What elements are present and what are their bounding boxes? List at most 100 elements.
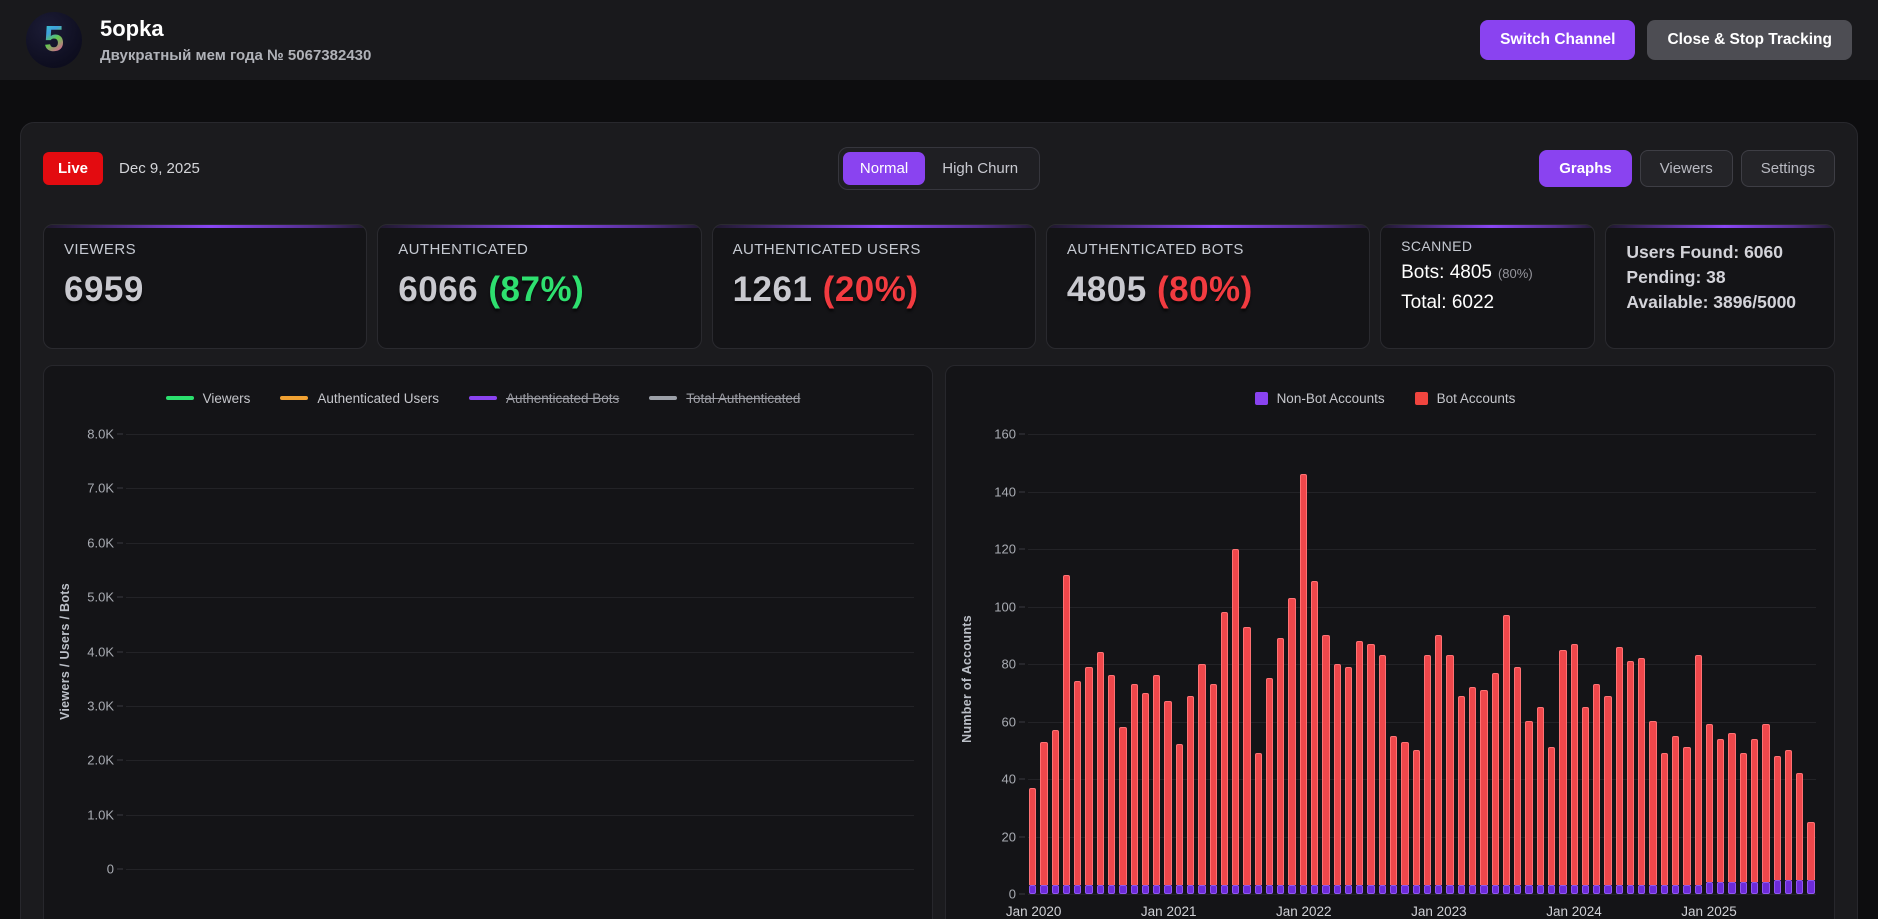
y-tick-label: 20 [1001,829,1016,844]
viewers-plot-wrap: 8.0K 7.0K 6.0K 5.0K 4.0K 3.0K 2.0K 1.0K 0 [78,427,914,877]
stat-card-label: AUTHENTICATED USERS [732,241,921,258]
x-tick-label: Jan 2024 [1546,904,1602,919]
tab-viewers[interactable]: Viewers [1639,150,1733,187]
account-age-bar [1525,721,1533,894]
bot-accounts-segment [1288,597,1296,886]
bot-accounts-segment [1705,724,1714,883]
nonbot-accounts-segment [1344,885,1353,894]
bot-accounts-segment [1074,681,1082,886]
stat-value-number: 6066 [398,270,479,309]
x-tick-label: Jan 2025 [1681,904,1737,919]
bot-accounts-segment [1762,724,1770,883]
channel-subtitle: Двукратный мем года № 5067382430 [100,47,372,64]
nonbot-accounts-segment [1514,885,1522,894]
nonbot-accounts-segment [1390,885,1398,894]
mode-high-churn-option[interactable]: High Churn [942,160,1019,177]
account-age-bar [1322,635,1330,894]
bot-accounts-segment [1130,684,1138,886]
tab-settings[interactable]: Settings [1740,150,1835,187]
y-tick-label: 120 [994,541,1016,557]
stat-card-summary: Users Found: 6060 Pending: 38 Available:… [1605,224,1836,349]
stat-value-number: 4805 [1066,270,1147,309]
account-age-bar [1660,753,1669,894]
gridline [126,869,914,870]
y-tick-label: 80 [1001,656,1016,672]
gridline [126,434,914,435]
bot-accounts-segment [1536,707,1544,886]
bot-accounts-segment [1468,686,1477,886]
legend-item-bot-accounts[interactable]: Bot Accounts [1414,391,1515,406]
legend-item-nonbot-accounts[interactable]: Non-Bot Accounts [1254,390,1385,406]
legend-item-authenticated-users[interactable]: Authenticated Users [280,391,439,406]
account-age-bar [1593,684,1601,894]
account-age-bar [1502,615,1511,894]
summary-pending: Pending: 38 [1626,266,1726,287]
account-age-bar [1626,661,1635,894]
bot-accounts-segment [1638,658,1646,886]
scanned-bots-line: Bots: 4805 (80%) [1401,262,1574,284]
account-age-bar [1378,655,1386,894]
nonbot-accounts-segment [1186,885,1195,894]
gridline [126,651,914,653]
account-age-bar [1559,649,1567,894]
account-age-bar [1175,744,1183,894]
bot-accounts-segment [1096,652,1104,886]
legend-label: Total Authenticated [686,390,801,406]
stat-card-label: AUTHENTICATED [398,241,529,258]
bot-accounts-segment [1514,666,1522,886]
switch-channel-button[interactable]: Switch Channel [1480,20,1636,60]
scanned-bots-percent: (80%) [1497,266,1533,281]
main-panel: Live Dec 9, 2025 Normal High Churn Graph… [20,122,1858,919]
close-stop-tracking-button[interactable]: Close & Stop Tracking [1647,20,1852,60]
bot-accounts-segment [1559,649,1567,886]
tab-graphs[interactable]: Graphs [1539,150,1632,187]
bot-accounts-segment [1243,626,1251,886]
y-tick-label: 6.0K [87,535,114,551]
stats-row: VIEWERS 6959 AUTHENTICATED 6066 (87%) AU… [43,224,1836,349]
nonbot-accounts-segment [1198,885,1206,894]
nonbot-accounts-segment [1322,885,1330,894]
nonbot-accounts-segment [1615,885,1623,894]
bot-accounts-segment [1593,684,1601,886]
y-tick-mark [117,705,123,707]
legend-item-total-authenticated[interactable]: Total Authenticated [649,391,800,406]
bot-accounts-segment [1423,655,1432,886]
stat-value-percent: (80%) [1156,270,1253,309]
account-age-bar [1751,738,1759,894]
bot-accounts-segment [1322,635,1330,886]
stat-card-label: SCANNED [1401,238,1473,254]
account-age-bar [1705,724,1714,894]
accounts-plot-wrap: 160 140 120 100 80 60 40 20 0 Jan 2020 Jan 2021 Ja… [980,427,1816,919]
bot-accounts-segment [1085,666,1093,886]
viewers-plot: 8.0K 7.0K 6.0K 5.0K 4.0K 3.0K 2.0K 1.0K 0 [87,427,914,877]
account-age-bar [1423,655,1432,894]
nonbot-accounts-segment [1807,879,1815,894]
bot-accounts-segment [1378,655,1386,886]
viewers-line-swatch [165,396,194,400]
legend-label: Non-Bot Accounts [1276,390,1385,406]
bot-accounts-segment [1175,744,1183,886]
bot-accounts-segment [1311,580,1319,886]
bot-accounts-segment [1153,675,1161,886]
nonbot-accounts-segment [1796,879,1804,894]
legend-item-authenticated-bots[interactable]: Authenticated Bots [468,390,620,406]
mode-normal-option[interactable]: Normal [842,152,926,185]
account-age-bar [1536,707,1544,894]
legend-item-viewers[interactable]: Viewers [165,391,250,406]
nonbot-accounts-segment [1119,885,1127,894]
nonbot-accounts-segment [1672,885,1680,894]
account-age-bar [1638,658,1646,894]
nonbot-accounts-segment [1626,885,1635,894]
gridline [1028,894,1816,895]
nonbot-accounts-segment [1085,885,1093,894]
stat-value-percent: (87%) [488,270,585,309]
legend-label: Authenticated Bots [505,390,620,406]
nonbot-accounts-segment [1773,879,1781,894]
nonbot-accounts-segment [1502,885,1511,894]
nonbot-accounts-segment [1728,882,1736,894]
nonbot-accounts-segment [1717,882,1725,894]
authenticated-users-line-swatch [280,396,309,400]
scanned-bots-value: Bots: 4805 [1401,262,1492,283]
bot-accounts-segment [1491,672,1499,886]
nonbot-accounts-segment [1062,885,1071,894]
